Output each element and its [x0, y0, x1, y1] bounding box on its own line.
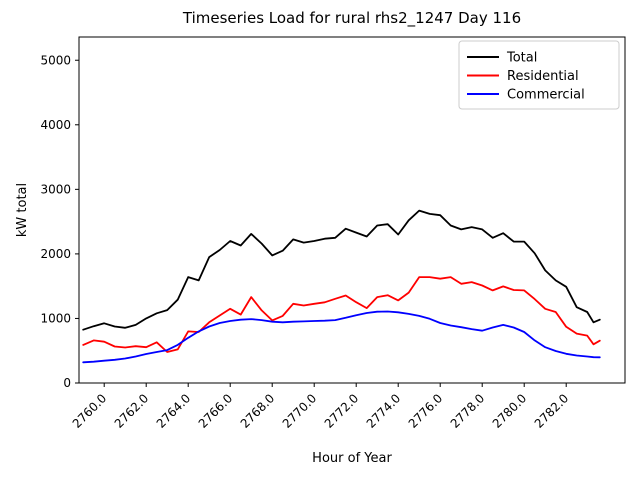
y-tick-label: 0 [63, 376, 71, 390]
x-tick-label: 2760.0 [70, 391, 110, 431]
x-tick-label: 2764.0 [154, 391, 194, 431]
y-axis-label: kW total [15, 183, 30, 237]
y-tick-label: 5000 [40, 53, 71, 67]
series-line-commercial [82, 310, 601, 364]
y-tick-label: 1000 [40, 312, 71, 326]
legend-label-residential: Residential [507, 69, 579, 84]
x-tick-label: 2772.0 [322, 391, 362, 431]
legend-label-commercial: Commercial [507, 88, 585, 103]
y-tick-label: 3000 [40, 183, 71, 197]
x-tick-label: 2762.0 [112, 391, 152, 431]
legend-label-total: Total [506, 51, 537, 66]
x-tick-label: 2780.0 [490, 391, 530, 431]
y-tick-label: 2000 [40, 247, 71, 261]
x-tick-label: 2778.0 [448, 391, 488, 431]
x-tick-label: 2770.0 [280, 391, 320, 431]
x-tick-label: 2774.0 [364, 391, 404, 431]
legend: Total Residential Commercial [458, 40, 620, 110]
x-axis-label: Hour of Year [312, 451, 392, 466]
plot-area [78, 36, 626, 384]
x-tick-label: 2768.0 [238, 391, 278, 431]
y-tick-label: 4000 [40, 118, 71, 132]
x-tick-label: 2766.0 [196, 391, 236, 431]
x-tick-label: 2782.0 [532, 391, 572, 431]
series-line-residential [82, 276, 601, 353]
chart-title: Timeseries Load for rural rhs2_1247 Day … [182, 9, 521, 28]
series-group [82, 209, 601, 364]
series-line-total [82, 209, 601, 331]
x-tick-label: 2776.0 [406, 391, 446, 431]
